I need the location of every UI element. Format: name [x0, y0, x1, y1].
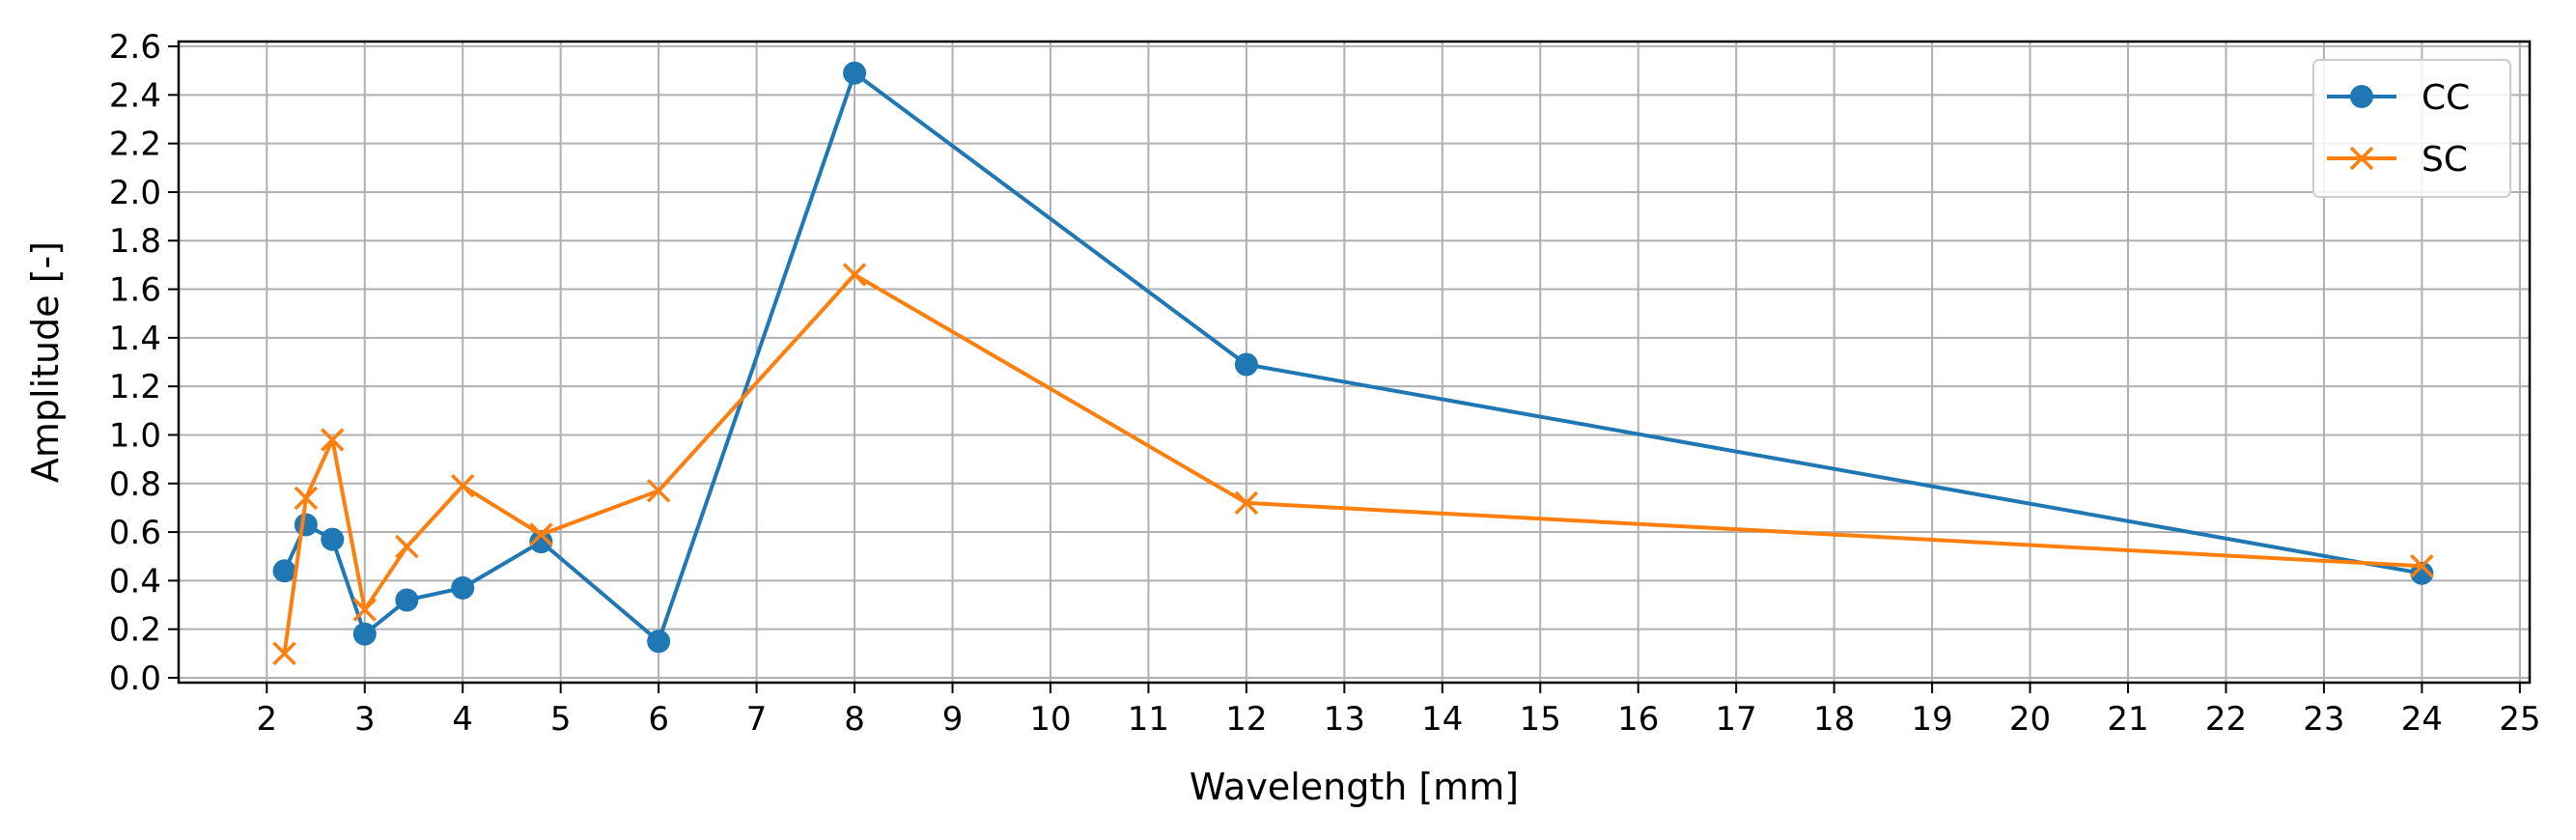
y-tick-label: 2.0: [109, 174, 161, 212]
x-tick-label: 12: [1225, 700, 1267, 739]
x-tick-label: 25: [2499, 700, 2540, 739]
y-tick-label: 1.2: [109, 368, 161, 406]
x-tick-label: 17: [1716, 700, 1757, 739]
data-point-cc: [352, 622, 377, 646]
data-point-sc: [529, 522, 553, 546]
data-point-sc: [352, 598, 378, 622]
y-tick-label: 2.2: [109, 126, 161, 164]
data-point-sc: [321, 428, 345, 452]
x-tick-label: 22: [2205, 700, 2247, 739]
x-tick-label: 16: [1617, 700, 1659, 739]
y-tick-label: 2.6: [109, 28, 161, 67]
series-cc: [272, 61, 2434, 654]
y-tick-label: 1.8: [109, 222, 161, 261]
x-tick-label: 5: [550, 700, 572, 739]
data-point-sc: [1234, 490, 1259, 516]
data-point-cc: [843, 61, 867, 85]
data-point-cc: [395, 588, 419, 612]
data-point-sc: [2410, 554, 2434, 578]
x-tick-label: 10: [1029, 700, 1071, 739]
x-tick-label: 2: [256, 700, 277, 739]
legend-marker-sc: [2349, 146, 2374, 171]
x-tick-label: 20: [2009, 700, 2051, 739]
x-tick-label: 19: [1911, 700, 1952, 739]
data-point-sc: [646, 479, 671, 503]
y-tick-label: 0.4: [109, 562, 161, 601]
y-tick-label: 0.2: [109, 611, 161, 650]
grid: [179, 42, 2530, 683]
legend-marker-cc: [2350, 85, 2373, 108]
data-point-sc: [842, 263, 867, 287]
data-point-cc: [529, 530, 553, 554]
x-tick-label: 15: [1520, 700, 1561, 739]
data-point-sc: [272, 641, 296, 666]
y-tick-label: 1.4: [109, 320, 161, 358]
series-sc: [272, 263, 2434, 666]
x-tick-label: 24: [2401, 700, 2443, 739]
y-tick-label: 0.6: [109, 514, 161, 552]
data-point-sc: [395, 534, 419, 559]
data-point-cc: [1234, 352, 1258, 377]
data-point-sc: [450, 474, 475, 498]
x-tick-label: 9: [942, 700, 964, 739]
data-point-cc: [294, 513, 318, 537]
data-point-cc: [451, 575, 475, 600]
series-line-cc: [282, 70, 2422, 644]
legend-item-sc: SC: [2327, 140, 2468, 180]
y-tick-label: 0.0: [109, 659, 161, 698]
plot-frame: [177, 40, 2532, 685]
x-tick-label: 18: [1813, 700, 1855, 739]
x-axis-ticks: 2 3 4 5 6 7 8 9 10 11 12 13 14 15 16 17 18 19 20 21 22 23 24 25: [256, 683, 2540, 739]
y-axis-ticks: 0.0 0.2 0.4 0.6 0.8 1.0 1.2 1.4 1.6 1.8 2.0 2.2 2.4 2…: [109, 28, 179, 698]
data-point-cc: [321, 527, 345, 551]
y-tick-label: 1.6: [109, 271, 161, 310]
x-tick-label: 8: [844, 700, 865, 739]
x-tick-label: 14: [1421, 700, 1463, 739]
series-layer: [272, 61, 2434, 666]
x-tick-label: 11: [1128, 700, 1169, 739]
x-tick-label: 3: [354, 700, 376, 739]
legend-item-cc: CC: [2327, 78, 2470, 118]
x-tick-label: 21: [2107, 700, 2148, 739]
legend-label-cc: CC: [2422, 78, 2470, 118]
data-point-cc: [272, 559, 296, 583]
x-tick-label: 23: [2303, 700, 2344, 739]
data-point-sc: [294, 486, 319, 511]
y-tick-label: 1.0: [109, 416, 161, 455]
y-tick-label: 2.4: [109, 76, 161, 115]
data-point-cc: [647, 630, 671, 654]
x-tick-label: 7: [746, 700, 768, 739]
legend: CC SC: [2312, 59, 2511, 198]
x-tick-label: 13: [1324, 700, 1365, 739]
x-tick-label: 4: [452, 700, 473, 739]
legend-box: [2312, 59, 2511, 198]
y-tick-label: 0.8: [109, 465, 161, 504]
legend-label-sc: SC: [2422, 140, 2468, 180]
y-axis-title: Amplitude [-]: [24, 241, 67, 483]
x-axis-title: Wavelength [mm]: [1190, 766, 1519, 808]
x-tick-label: 6: [648, 700, 669, 739]
